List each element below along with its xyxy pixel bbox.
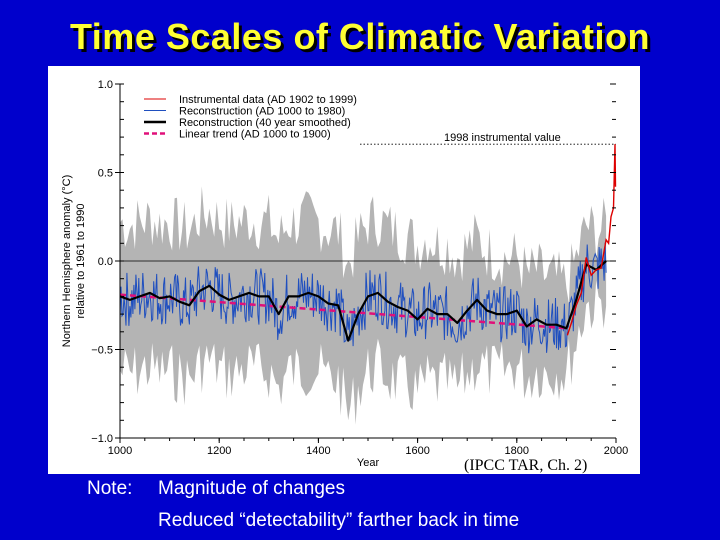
- y-tick-label: 0.5: [98, 168, 113, 180]
- note-label: Note:: [87, 478, 133, 499]
- legend-label: Linear trend (AD 1000 to 1900): [179, 129, 331, 141]
- smoothed-layer: [119, 260, 607, 342]
- y-tick-label: −1.0: [91, 433, 113, 445]
- y-tick-label: 0.0: [98, 256, 113, 268]
- chart-figure: 1998 instrumental value 1.0 0.5 0.0 −0.5 −1.…: [48, 66, 640, 474]
- gridline-layer: 1998 instrumental value: [120, 132, 616, 262]
- x-tick-label: 1600: [405, 445, 429, 457]
- instrumental-series: [566, 144, 617, 336]
- trend-layer: [119, 293, 567, 330]
- legend-label: Reconstruction (40 year smoothed): [179, 117, 351, 129]
- slide-title: Time Scales of Climatic Variation: [69, 16, 651, 57]
- y-axis-title: Northern Hemisphere anomaly (°C) relative…: [61, 175, 87, 348]
- instrumental-layer: [566, 144, 617, 336]
- y-tick-label: −0.5: [91, 345, 113, 357]
- legend: Instrumental data (AD 1902 to 1999)Recon…: [144, 94, 357, 141]
- smoothed-series: [119, 260, 607, 342]
- reference-label: 1998 instrumental value: [444, 132, 561, 144]
- x-axis-title: Year: [357, 457, 380, 469]
- trend-series: [119, 293, 567, 330]
- legend-label: Reconstruction (AD 1000 to 1980): [179, 106, 345, 118]
- legend-label: Instrumental data (AD 1902 to 1999): [179, 94, 357, 106]
- x-tick-label: 1800: [505, 445, 529, 457]
- y-axis-title-line-1: Northern Hemisphere anomaly (°C): [61, 175, 73, 348]
- temperature-chart: 1998 instrumental value 1.0 0.5 0.0 −0.5 −1.…: [61, 79, 628, 469]
- source-citation: (IPCC TAR, Ch. 2): [464, 457, 588, 474]
- x-tick-label: 1200: [207, 445, 231, 457]
- x-tick-label: 2000: [604, 445, 628, 457]
- note-text-1: Magnitude of changes: [158, 478, 345, 499]
- x-tick-label: 1000: [108, 445, 132, 457]
- y-tick-label: 1.0: [98, 79, 113, 91]
- y-axis-title-line-2: relative to 1961 to 1990: [75, 204, 87, 319]
- x-tick-label: 1400: [306, 445, 330, 457]
- note-text-2: Reduced “detectability” farther back in …: [158, 510, 520, 531]
